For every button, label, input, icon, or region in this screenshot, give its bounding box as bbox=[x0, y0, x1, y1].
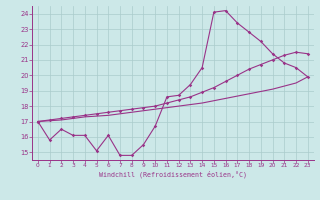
X-axis label: Windchill (Refroidissement éolien,°C): Windchill (Refroidissement éolien,°C) bbox=[99, 171, 247, 178]
